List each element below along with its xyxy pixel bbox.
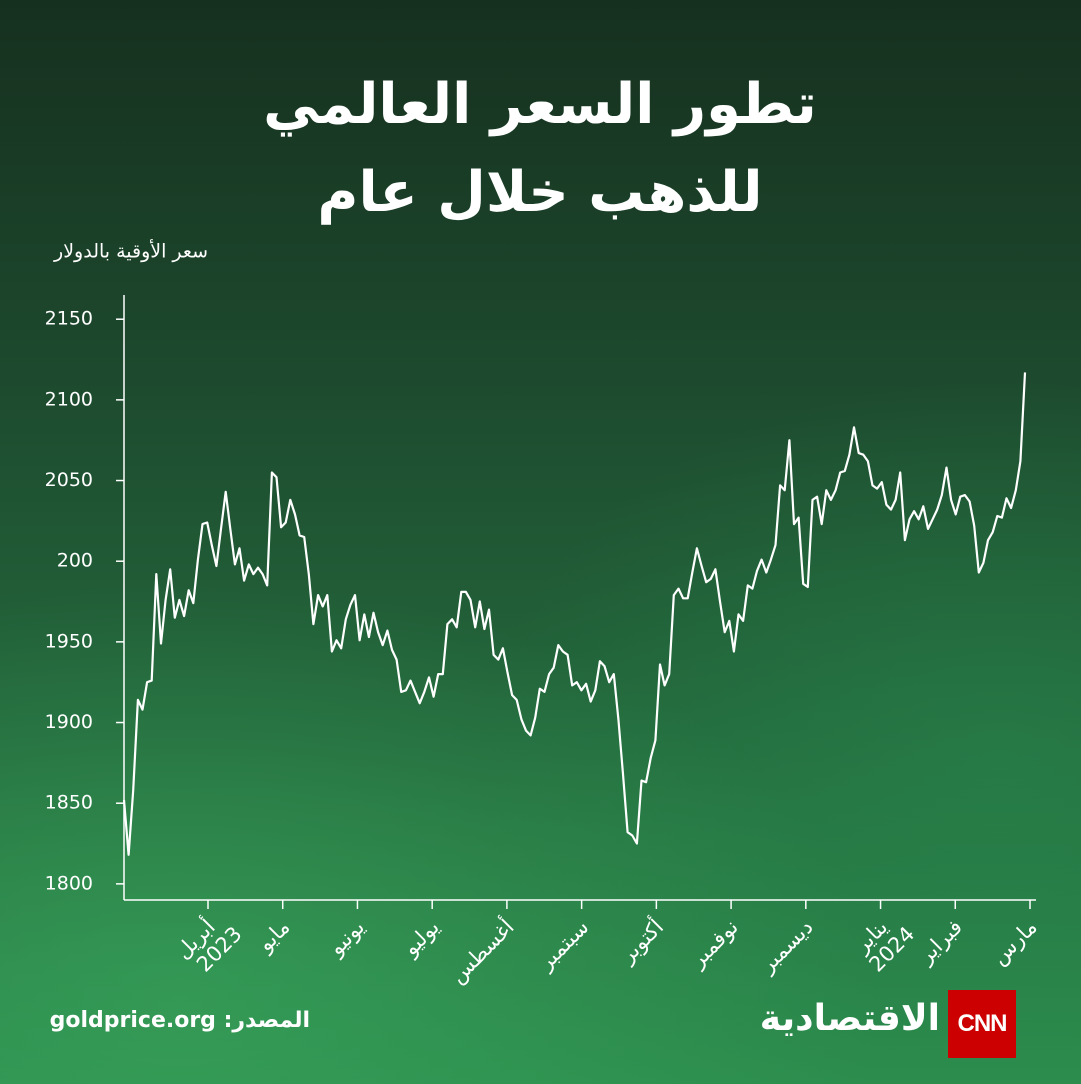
- y-axis-label: سعر الأوقية بالدولار: [53, 240, 208, 263]
- chart-title: للذهب خلال عام: [317, 160, 762, 225]
- x-tick-label: يوليو: [398, 915, 444, 961]
- x-tick-label: ديسمبر: [755, 915, 818, 978]
- x-tick-label: مارس: [987, 915, 1042, 970]
- x-tick-label: سبتمبر: [533, 915, 593, 975]
- logo-cnn: CNN: [948, 990, 1016, 1058]
- y-tick-label: 1900: [45, 711, 93, 733]
- chart-title: تطور السعر العالمي: [263, 72, 817, 137]
- x-tick-label-group: فبراير: [913, 915, 967, 969]
- x-tick-label: فبراير: [913, 915, 967, 969]
- x-tick-label-group: مايو: [253, 915, 295, 957]
- x-tick-label-group: سبتمبر: [533, 915, 593, 975]
- x-tick-label-group: أغسطس: [444, 913, 519, 988]
- x-tick-label: أغسطس: [444, 913, 519, 988]
- price-line: [122, 372, 1027, 856]
- y-tick-label: 1950: [45, 630, 93, 652]
- x-tick-label: مايو: [253, 915, 295, 957]
- x-tick-label: نوفمبر: [685, 915, 743, 973]
- y-tick-label: 200: [57, 550, 93, 572]
- y-tick-label: 1800: [45, 872, 93, 894]
- x-tick-label: أكتوبر: [613, 913, 668, 968]
- x-tick-label-group: يونيو: [323, 915, 369, 961]
- y-tick-label: 2150: [45, 308, 93, 330]
- y-tick-label: 2050: [45, 469, 93, 491]
- x-tick-label-group: ديسمبر: [755, 915, 818, 978]
- x-tick-label-group: نوفمبر: [685, 915, 743, 973]
- y-tick-label: 2100: [45, 388, 93, 410]
- x-tick-label: يونيو: [323, 915, 369, 961]
- source: المصدر: goldprice.org: [49, 1008, 310, 1033]
- x-tick-label-group: يوليو: [398, 915, 444, 961]
- y-tick-label: 1850: [45, 792, 93, 814]
- x-tick-label-group: مارس: [987, 915, 1042, 970]
- x-tick-label-group: أكتوبر: [613, 913, 668, 968]
- logo-text: الاقتصادية: [759, 998, 940, 1039]
